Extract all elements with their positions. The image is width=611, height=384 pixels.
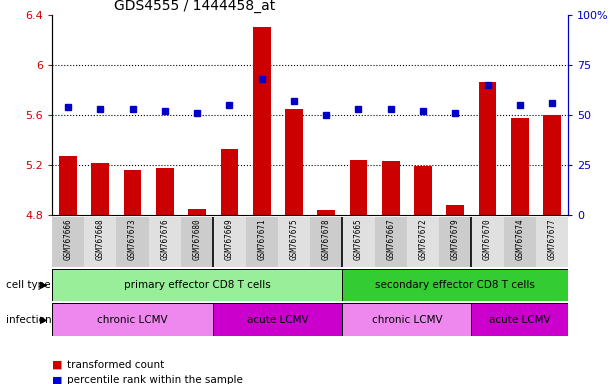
Bar: [278, 217, 310, 267]
Text: GSM767666: GSM767666: [64, 218, 73, 260]
Bar: [478, 81, 496, 215]
Bar: [317, 210, 335, 215]
Bar: [342, 303, 472, 336]
Bar: [221, 149, 238, 215]
Bar: [543, 115, 561, 215]
Text: GSM767673: GSM767673: [128, 218, 137, 260]
Text: GSM767677: GSM767677: [547, 218, 557, 260]
Bar: [285, 109, 303, 215]
Bar: [511, 118, 529, 215]
Text: transformed count: transformed count: [67, 360, 164, 370]
Bar: [472, 303, 568, 336]
Text: ▶: ▶: [40, 280, 47, 290]
Text: primary effector CD8 T cells: primary effector CD8 T cells: [124, 280, 271, 290]
Bar: [246, 217, 278, 267]
Text: ▶: ▶: [40, 314, 47, 325]
Bar: [253, 26, 271, 215]
Text: infection: infection: [6, 314, 52, 325]
Bar: [213, 217, 246, 267]
Bar: [342, 269, 568, 301]
Bar: [156, 167, 174, 215]
Bar: [124, 170, 142, 215]
Text: GSM767676: GSM767676: [160, 218, 169, 260]
Bar: [52, 269, 342, 301]
Text: GSM767665: GSM767665: [354, 218, 363, 260]
Bar: [349, 160, 367, 215]
Bar: [414, 166, 432, 215]
Text: GSM767671: GSM767671: [257, 218, 266, 260]
Text: acute LCMV: acute LCMV: [247, 314, 309, 325]
Text: GSM767678: GSM767678: [322, 218, 331, 260]
Bar: [447, 205, 464, 215]
Text: secondary effector CD8 T cells: secondary effector CD8 T cells: [375, 280, 535, 290]
Text: GSM767674: GSM767674: [515, 218, 524, 260]
Bar: [407, 217, 439, 267]
Bar: [503, 217, 536, 267]
Text: GDS4555 / 1444458_at: GDS4555 / 1444458_at: [114, 0, 275, 13]
Bar: [52, 303, 213, 336]
Text: ■: ■: [52, 375, 62, 384]
Bar: [213, 303, 342, 336]
Text: GSM767679: GSM767679: [451, 218, 460, 260]
Bar: [181, 217, 213, 267]
Text: GSM767672: GSM767672: [419, 218, 428, 260]
Bar: [84, 217, 117, 267]
Bar: [52, 217, 84, 267]
Text: GSM767668: GSM767668: [96, 218, 105, 260]
Bar: [536, 217, 568, 267]
Text: GSM767667: GSM767667: [386, 218, 395, 260]
Bar: [92, 162, 109, 215]
Bar: [188, 209, 206, 215]
Bar: [310, 217, 342, 267]
Bar: [472, 217, 503, 267]
Text: GSM767670: GSM767670: [483, 218, 492, 260]
Text: acute LCMV: acute LCMV: [489, 314, 551, 325]
Bar: [375, 217, 407, 267]
Bar: [342, 217, 375, 267]
Text: GSM767680: GSM767680: [192, 218, 202, 260]
Bar: [439, 217, 472, 267]
Text: chronic LCMV: chronic LCMV: [97, 314, 168, 325]
Bar: [148, 217, 181, 267]
Bar: [59, 156, 77, 215]
Text: chronic LCMV: chronic LCMV: [371, 314, 442, 325]
Text: percentile rank within the sample: percentile rank within the sample: [67, 375, 243, 384]
Text: GSM767669: GSM767669: [225, 218, 234, 260]
Text: GSM767675: GSM767675: [290, 218, 298, 260]
Bar: [117, 217, 148, 267]
Bar: [382, 161, 400, 215]
Text: ■: ■: [52, 360, 62, 370]
Text: cell type: cell type: [6, 280, 51, 290]
